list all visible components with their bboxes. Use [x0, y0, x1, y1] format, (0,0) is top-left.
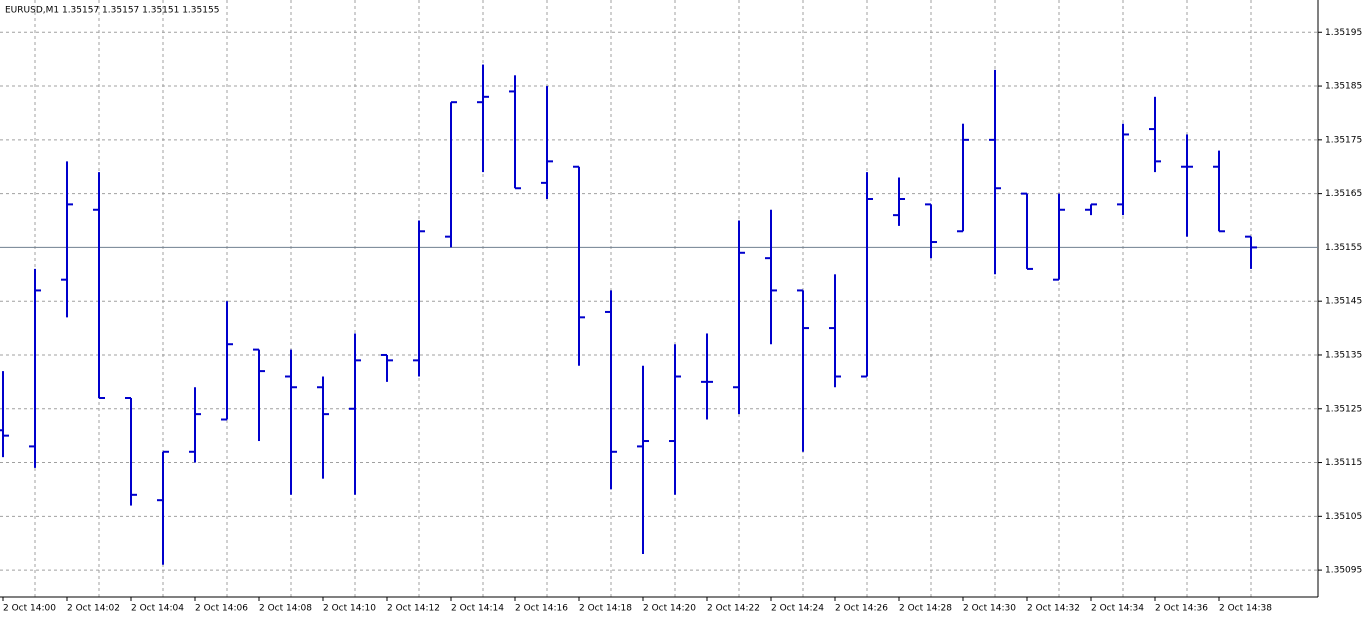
x-tick-label: 2 Oct 14:20 [643, 604, 696, 614]
x-tick-label: 2 Oct 14:34 [1091, 604, 1144, 614]
x-tick-label: 2 Oct 14:14 [451, 604, 504, 614]
y-tick-label: 1.35135 [1325, 350, 1362, 360]
y-tick-label: 1.35095 [1325, 566, 1362, 576]
x-tick-label: 2 Oct 14:28 [899, 604, 952, 614]
y-tick-label: 1.35115 [1325, 458, 1362, 468]
x-tick-label: 2 Oct 14:04 [131, 604, 184, 614]
x-tick-label: 2 Oct 14:36 [1155, 604, 1208, 614]
y-tick-label: 1.35165 [1325, 189, 1362, 199]
x-tick-label: 2 Oct 14:02 [67, 604, 120, 614]
x-tick-label: 2 Oct 14:08 [259, 604, 312, 614]
x-tick-label: 2 Oct 14:24 [771, 604, 824, 614]
x-tick-label: 2 Oct 14:16 [515, 604, 568, 614]
x-tick-label: 2 Oct 14:38 [1219, 604, 1272, 614]
y-tick-label: 1.35195 [1325, 28, 1362, 38]
x-tick-label: 2 Oct 14:18 [579, 604, 632, 614]
chart-title: EURUSD,M1 1.35157 1.35157 1.35151 1.3515… [5, 6, 219, 16]
x-tick-label: 2 Oct 14:06 [195, 604, 248, 614]
x-tick-label: 2 Oct 14:12 [387, 604, 440, 614]
x-tick-label: 2 Oct 14:10 [323, 604, 376, 614]
y-tick-label: 1.35185 [1325, 82, 1362, 92]
x-tick-label: 2 Oct 14:30 [963, 604, 1016, 614]
y-tick-label: 1.35175 [1325, 135, 1362, 145]
x-tick-label: 2 Oct 14:26 [835, 604, 888, 614]
x-tick-label: 2 Oct 14:00 [3, 604, 56, 614]
y-tick-label: 1.35105 [1325, 512, 1362, 522]
x-tick-label: 2 Oct 14:32 [1027, 604, 1080, 614]
y-tick-label: 1.35145 [1325, 297, 1362, 307]
y-tick-label: 1.35125 [1325, 404, 1362, 414]
x-tick-label: 2 Oct 14:22 [707, 604, 760, 614]
current-price-label: 1.35155 [1325, 243, 1362, 253]
